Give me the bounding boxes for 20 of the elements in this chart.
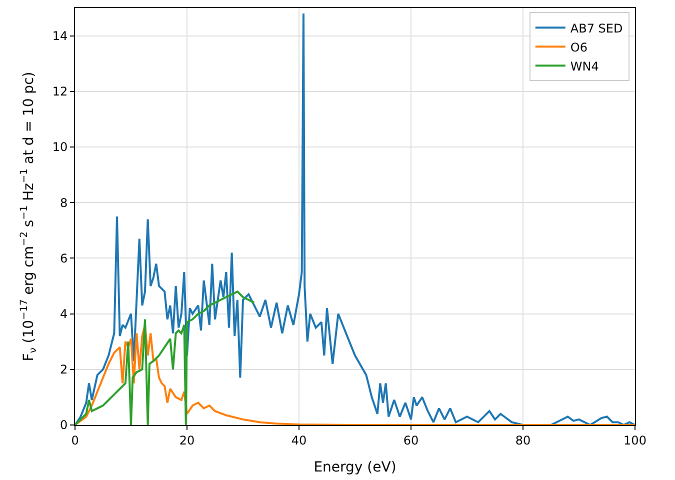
legend-label: O6 — [570, 40, 588, 54]
legend-label: WN4 — [570, 59, 599, 74]
x-tick-label: 0 — [71, 433, 79, 448]
x-tick-label: 60 — [403, 433, 419, 448]
line-series — [75, 290, 256, 425]
y-tick-label: 4 — [60, 307, 68, 321]
legend-label: AB7 SED — [570, 21, 623, 36]
y-tick-label: 10 — [52, 140, 68, 154]
x-tick-label: 20 — [179, 433, 195, 448]
y-tick-label: 8 — [60, 196, 68, 210]
line-series — [75, 12, 635, 425]
y-tick-label: 0 — [60, 418, 68, 432]
x-axis-title: Energy (eV) — [314, 460, 396, 476]
y-tick-label: 2 — [60, 362, 68, 377]
x-tick-label: 100 — [624, 433, 646, 448]
x-tick-label: 80 — [515, 433, 531, 448]
x-tick-label: 40 — [291, 433, 307, 448]
y-tick-label: 14 — [52, 29, 68, 43]
y-tick-label: 6 — [60, 251, 68, 266]
y-tick-label: 12 — [52, 84, 68, 99]
